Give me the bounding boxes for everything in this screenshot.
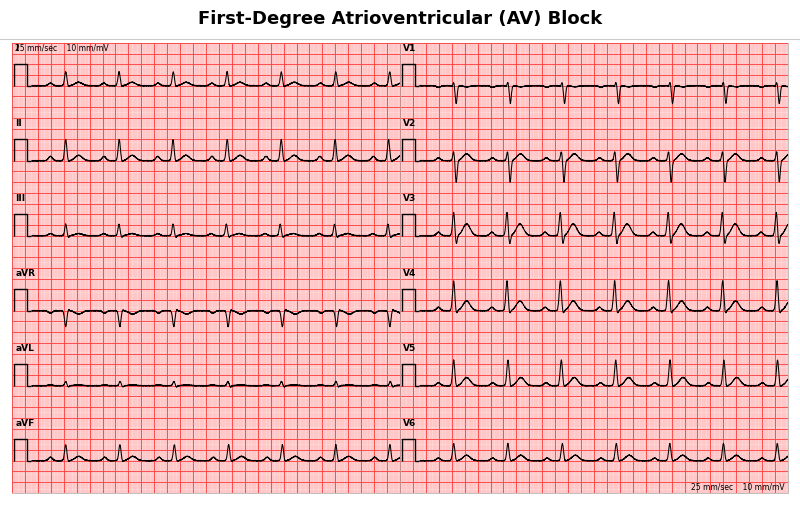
Text: aVL: aVL: [15, 344, 34, 353]
Text: III: III: [15, 195, 26, 203]
Text: V6: V6: [403, 420, 417, 428]
Text: 25 mm/sec    10 mm/mV: 25 mm/sec 10 mm/mV: [691, 483, 785, 492]
Text: V3: V3: [403, 195, 417, 203]
Text: I: I: [15, 44, 18, 53]
Text: aVF: aVF: [15, 420, 34, 428]
Text: First-Degree Atrioventricular (AV) Block: First-Degree Atrioventricular (AV) Block: [198, 10, 602, 28]
Text: II: II: [15, 119, 22, 128]
Text: V1: V1: [403, 44, 417, 53]
Text: V5: V5: [403, 344, 417, 353]
Text: aVR: aVR: [15, 269, 35, 278]
Text: V2: V2: [403, 119, 417, 128]
Text: V4: V4: [403, 269, 417, 278]
Text: 25 mm/sec    10 mm/mV: 25 mm/sec 10 mm/mV: [15, 44, 109, 53]
